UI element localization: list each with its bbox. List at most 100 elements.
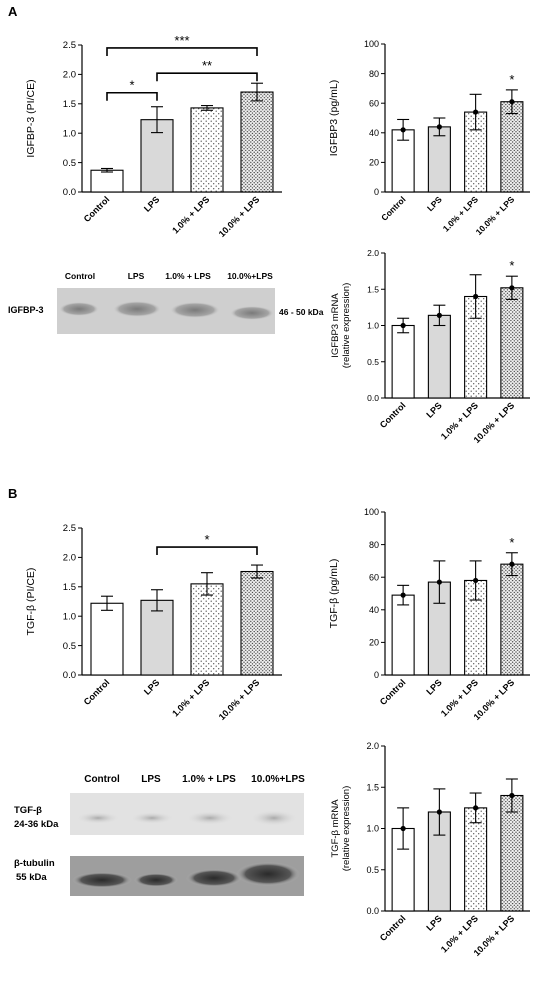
y-tick-label: 2.0 — [63, 70, 76, 81]
blot-lane-label: 1.0% + LPS — [165, 271, 211, 281]
blot-lane-label: Control — [84, 774, 120, 785]
bar — [190, 107, 224, 193]
y-tick-label: 100 — [364, 507, 379, 517]
blot-band — [236, 862, 300, 886]
blot-row-label: 24-36 kDa — [14, 819, 59, 830]
blot-row-label: 55 kDa — [16, 872, 47, 883]
mean-point — [509, 792, 515, 799]
blot-lane-label: 10.0%+LPS — [251, 774, 305, 785]
y-tick-label: 1.0 — [63, 611, 76, 622]
mean-point — [473, 805, 479, 811]
y-tick-label: 40 — [369, 605, 379, 615]
x-tick-label: 10.0% + LPS — [217, 194, 262, 239]
mean-point — [473, 109, 479, 115]
significance-bracket — [156, 546, 258, 556]
mean-point — [509, 99, 515, 105]
y-axis-label: IGFBP3 (pg/mL) — [328, 80, 340, 156]
y-tick-label: 60 — [369, 98, 379, 108]
bar — [90, 602, 124, 676]
y-axis-label: TGF-β mRNA — [330, 799, 341, 858]
blot-band — [186, 811, 234, 825]
blot-band — [170, 302, 220, 318]
blot-row-label: β-tubulin — [14, 858, 55, 869]
y-tick-label: 20 — [369, 158, 379, 168]
blot-row-label: IGFBP-3 — [8, 305, 44, 315]
bar — [500, 563, 524, 676]
y-tick-label: 0 — [374, 187, 379, 197]
blot-lane-label: Control — [65, 271, 95, 281]
blot-band — [186, 869, 242, 887]
y-tick-label: 80 — [369, 540, 379, 550]
mean-point — [400, 322, 406, 329]
mean-point — [436, 809, 442, 815]
blot-lane-label: 10.0%+LPS — [227, 271, 273, 281]
y-tick-label: 0.5 — [367, 357, 379, 367]
blot-tgfb: Control LPS 1.0% + LPS 10.0%+LPS TGF-β 2… — [14, 774, 305, 896]
x-tick-label: 1.0% + LPS — [441, 194, 481, 234]
x-tick-label: 1.0% + LPS — [170, 677, 211, 718]
blot-lane-label: 1.0% + LPS — [182, 774, 236, 785]
panel-label-a: A — [8, 4, 18, 19]
chart-igfbp3-pg: 0 20 40 60 80 100 IGFBP3 (pg/mL) Control LPS1.0%… — [328, 39, 530, 237]
mean-point — [400, 592, 406, 598]
y-tick-label: 0.0 — [63, 187, 76, 198]
y-tick-label: 80 — [369, 69, 379, 79]
mean-point — [473, 577, 479, 584]
y-tick-label: 0.0 — [367, 393, 379, 403]
y-tick-label: 100 — [364, 39, 379, 49]
bar — [240, 91, 274, 193]
y-tick-label: 0.0 — [63, 670, 76, 681]
x-tick-label: Control — [378, 677, 408, 707]
y-tick-label: 1.5 — [63, 99, 76, 110]
significance-star: * — [204, 532, 209, 547]
significance-star: *** — [174, 33, 189, 48]
mean-point — [473, 293, 479, 300]
x-tick-label: LPS — [424, 400, 443, 419]
y-axis-label: (relative expression) — [341, 283, 352, 369]
x-tick-label: 10.0% + LPS — [217, 677, 262, 722]
chart-igfbp3-pi: 0.0 0.5 1.0 1.5 2.0 2.5 IGFBP-3 (PI/CE) Control… — [25, 33, 282, 239]
y-tick-label: 2.0 — [367, 248, 379, 258]
significance-star: * — [509, 535, 514, 550]
significance-star: * — [509, 258, 514, 273]
x-tick-label: Control — [378, 913, 408, 943]
y-tick-label: 0.5 — [63, 641, 76, 652]
y-tick-label: 20 — [369, 638, 379, 648]
chart-tgfb-pi: 0.0 0.5 1.0 1.5 2.0 2.5 TGF-β (PI/CE) Control LP… — [25, 523, 282, 722]
bar — [500, 101, 524, 193]
significance-bracket — [106, 47, 258, 56]
bar — [500, 287, 524, 399]
panel-label-b: B — [8, 486, 17, 501]
significance-star: ** — [202, 58, 212, 73]
y-axis-label: IGFBP3 mRNA — [330, 293, 341, 358]
y-tick-label: 0.0 — [366, 906, 379, 916]
blot-band — [250, 810, 298, 826]
blot-band — [59, 302, 99, 316]
y-tick-label: 40 — [369, 128, 379, 138]
mean-point — [436, 124, 442, 130]
y-tick-label: 0 — [374, 670, 379, 680]
mean-point — [436, 579, 442, 585]
blot-band — [113, 301, 161, 317]
significance-bracket — [106, 91, 158, 101]
bar — [464, 807, 488, 912]
significance-star: * — [509, 72, 514, 87]
significance-star: * — [129, 78, 134, 93]
y-tick-label: 0.5 — [63, 158, 76, 169]
mean-point — [436, 312, 442, 318]
y-tick-label: 0.5 — [366, 865, 379, 875]
blot-lane-label: LPS — [128, 271, 145, 281]
x-tick-label: 10.0% + LPS — [474, 194, 517, 237]
blot-band — [134, 873, 178, 887]
significance-bracket — [156, 72, 258, 82]
blot-band — [76, 812, 120, 824]
bar — [240, 570, 274, 676]
mean-point — [400, 825, 406, 832]
blot-band — [72, 872, 132, 888]
blot-band — [230, 306, 274, 320]
y-tick-label: 1.0 — [63, 128, 76, 139]
y-tick-label: 1.5 — [366, 782, 379, 792]
bar — [391, 594, 415, 676]
bar — [427, 314, 451, 399]
